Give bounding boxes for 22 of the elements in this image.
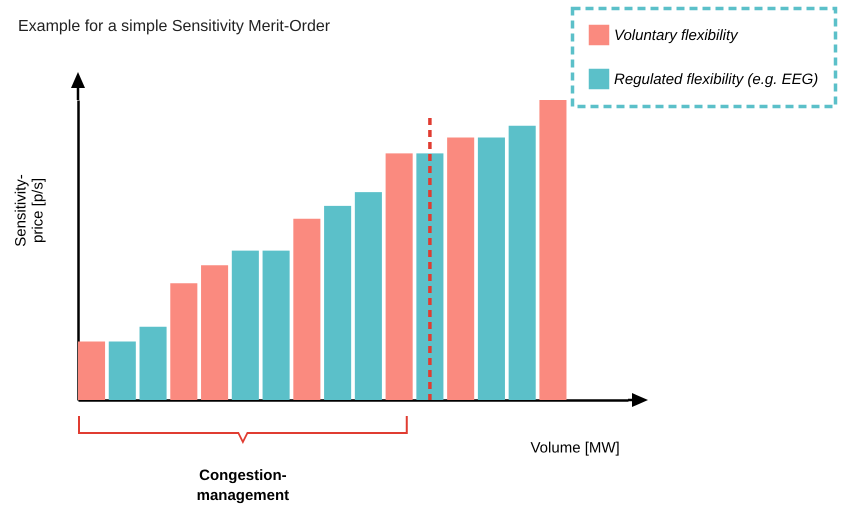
bar bbox=[324, 206, 352, 400]
legend-label: Regulated flexibility (e.g. EEG) bbox=[614, 71, 818, 88]
bar bbox=[262, 250, 290, 400]
bar bbox=[539, 100, 566, 400]
bar bbox=[354, 192, 382, 400]
bar bbox=[232, 250, 259, 400]
x-axis-title: Volume [MW] bbox=[530, 440, 620, 456]
chart-title: Example for a simple Sensitivity Merit-Order bbox=[18, 18, 331, 35]
bar bbox=[478, 138, 505, 400]
bar bbox=[108, 342, 136, 400]
bar bbox=[447, 138, 474, 400]
bar bbox=[416, 153, 444, 400]
bar bbox=[170, 283, 198, 400]
bar bbox=[293, 218, 320, 400]
text: Congestion-management bbox=[196, 467, 290, 504]
bar bbox=[386, 153, 413, 400]
bar bbox=[78, 342, 106, 400]
bar bbox=[508, 126, 536, 400]
bar bbox=[140, 326, 167, 400]
y-axis-title: Sensitivity-price [p/s] bbox=[12, 174, 46, 247]
legend-label: Voluntary flexibility bbox=[614, 27, 740, 44]
bar bbox=[201, 265, 228, 400]
